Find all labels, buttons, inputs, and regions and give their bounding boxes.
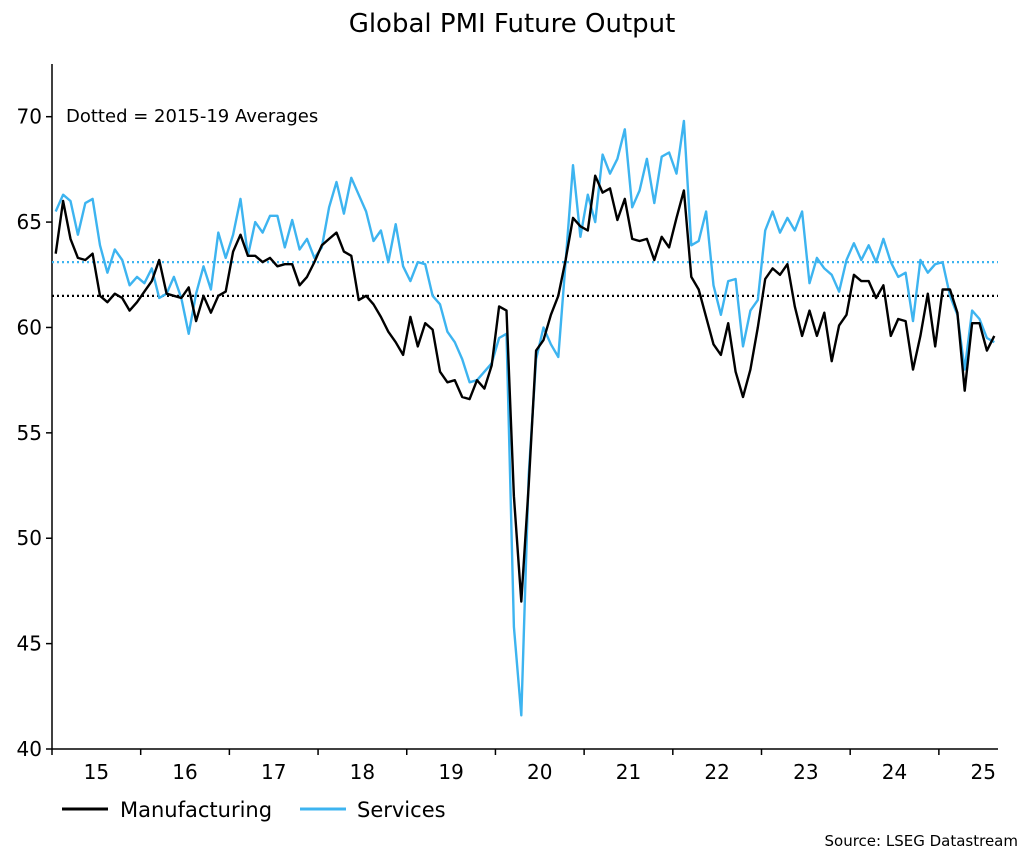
x-tick-label: 21: [616, 760, 641, 784]
reference-lines: [52, 261, 998, 297]
x-tick-label: 20: [527, 760, 552, 784]
legend-label-services: Services: [357, 798, 446, 822]
x-tick-label: 15: [84, 760, 109, 784]
x-tick-label: 24: [882, 760, 907, 784]
x-tick-label: 19: [438, 760, 463, 784]
x-tick-label: 18: [350, 760, 375, 784]
y-tick-label: 65: [17, 210, 42, 234]
y-tick-label: 60: [17, 315, 42, 339]
x-tick-label: 17: [261, 760, 286, 784]
x-tick-label: 16: [172, 760, 197, 784]
x-tick-label: 22: [704, 760, 729, 784]
source-note: Source: LSEG Datastream: [825, 832, 1018, 850]
y-axis-ticks: 40 45 50 55 60 65 70: [17, 105, 52, 761]
y-tick-label: 70: [17, 105, 42, 129]
y-tick-label: 50: [17, 526, 42, 550]
series-line-manufacturing: [54, 174, 996, 603]
y-tick-label: 55: [17, 421, 42, 445]
series-lines: [54, 119, 996, 717]
y-tick-label: 45: [17, 632, 42, 656]
legend-label-manufacturing: Manufacturing: [120, 798, 272, 822]
x-axis-ticks: 15 16 17 18 19 20 21 22 23 24 25: [51, 749, 996, 784]
x-tick-label: 25: [970, 760, 995, 784]
chart-title: Global PMI Future Output: [349, 9, 676, 39]
averages-annotation: Dotted = 2015-19 Averages: [66, 106, 318, 127]
series-line-services: [54, 119, 995, 717]
y-tick-label: 40: [17, 737, 42, 761]
legend: Manufacturing Services: [62, 798, 446, 822]
x-tick-label: 23: [793, 760, 818, 784]
